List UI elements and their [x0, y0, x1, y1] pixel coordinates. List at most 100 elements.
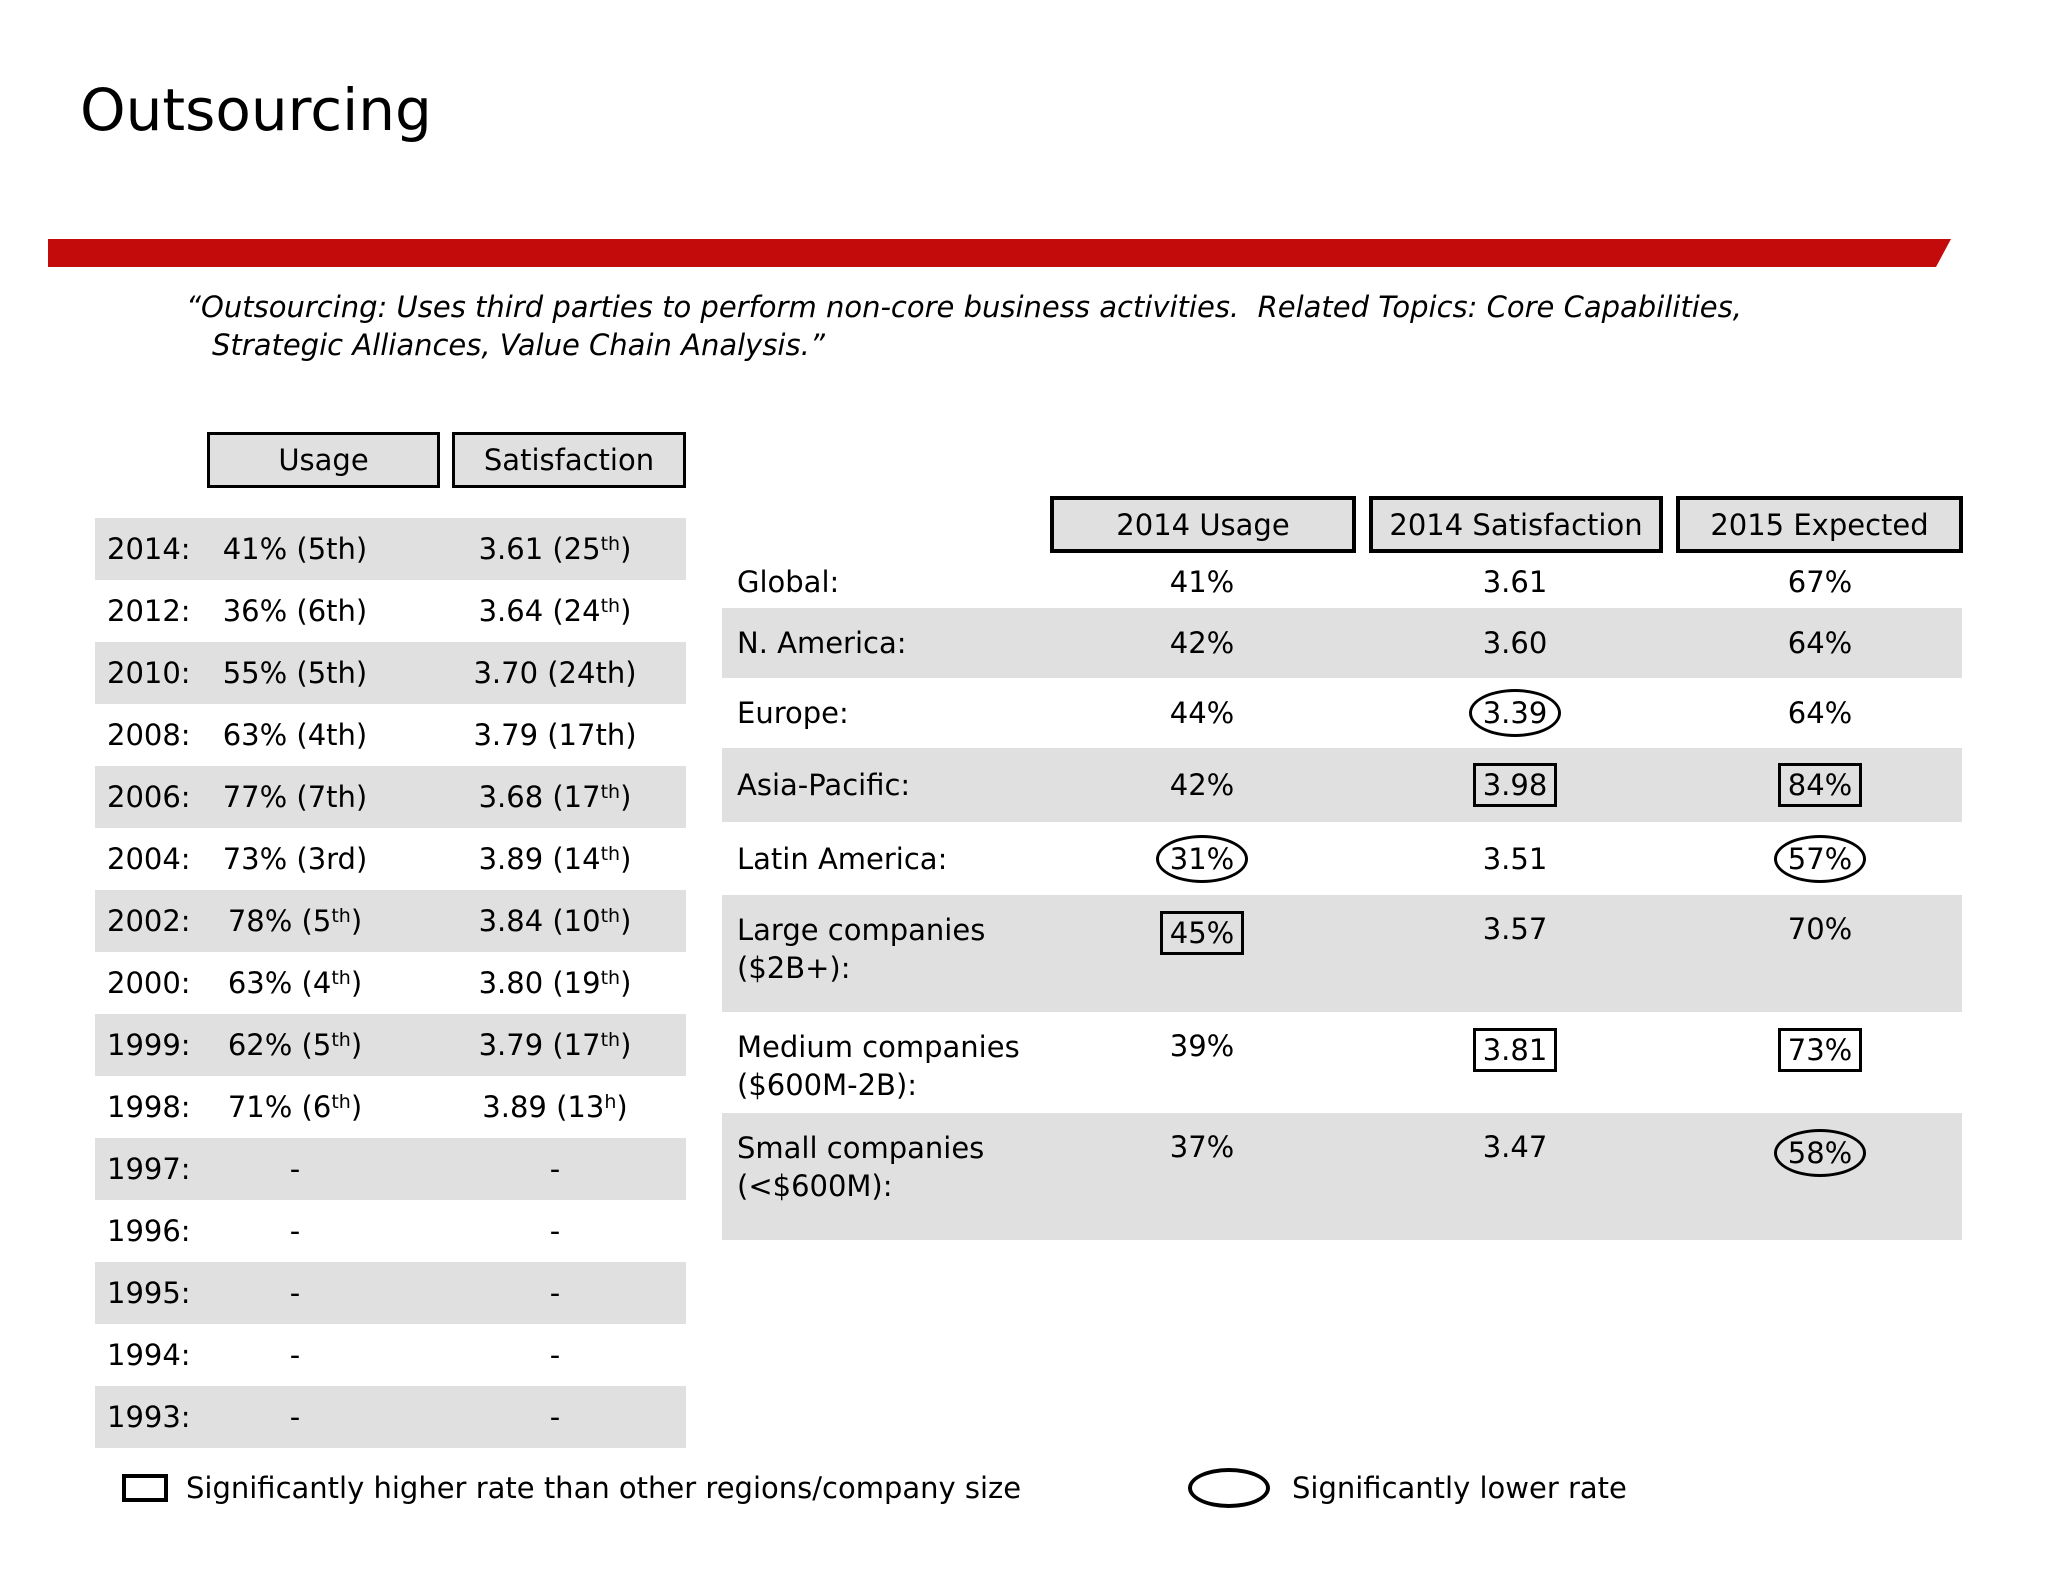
- history-year: 2000:: [107, 966, 191, 1000]
- text-segment: 3.70 (24th): [473, 656, 637, 690]
- regional-satisfaction-header: 2014 Satisfaction: [1369, 496, 1663, 553]
- history-satisfaction-header: Satisfaction: [452, 432, 686, 488]
- history-satisfaction-value: 3.68 (17th): [415, 766, 695, 828]
- history-usage-value: 77% (7th): [155, 766, 435, 828]
- text-segment: -: [549, 1214, 561, 1248]
- text-segment: ): [620, 594, 632, 628]
- region-label: Latin America:: [737, 840, 947, 878]
- history-usage-value: 55% (5th): [155, 642, 435, 704]
- satisfaction-value: 3.98: [1472, 763, 1558, 807]
- usage-value: 42%: [1169, 768, 1235, 802]
- superscript-segment: th: [600, 967, 621, 989]
- company-size-label-line2: (<$600M):: [737, 1169, 893, 1203]
- history-year: 2010:: [107, 656, 191, 690]
- usage-cell: 37%: [1052, 1129, 1352, 1165]
- region-label-line1: Latin America:: [737, 841, 948, 876]
- text-segment: -: [549, 1276, 561, 1310]
- regional-row-n-america: N. America: 42% 3.60 64%: [722, 608, 1962, 678]
- history-usage-header: Usage: [207, 432, 440, 488]
- text-segment: 41% (5th): [222, 532, 368, 566]
- definition-quote-line1: “Outsourcing: Uses third parties to perf…: [186, 290, 1742, 324]
- regional-row-medium-companies: Medium companies ($600M-2B): 39% 3.81 73…: [722, 1012, 1962, 1113]
- usage-cell: 45%: [1052, 911, 1352, 955]
- page-title: Outsourcing: [80, 76, 432, 144]
- expected-cell: 58%: [1670, 1129, 1970, 1177]
- history-year: 2002:: [107, 904, 191, 938]
- text-segment: 77% (7th): [222, 780, 368, 814]
- region-label-line1: N. America:: [737, 626, 907, 660]
- company-size-label-line2: ($600M-2B):: [737, 1068, 918, 1102]
- history-usage-value: -: [155, 1138, 435, 1200]
- regional-expected-header: 2015 Expected: [1676, 496, 1963, 553]
- region-label-line1: Asia-Pacific:: [737, 768, 911, 802]
- expected-value: 58%: [1773, 1129, 1867, 1177]
- history-row-1995: 1995: - -: [95, 1262, 686, 1324]
- text-segment: -: [549, 1400, 561, 1434]
- text-segment: -: [289, 1338, 301, 1372]
- region-label: N. America:: [737, 624, 907, 662]
- text-segment: ): [620, 1028, 632, 1062]
- satisfaction-value: 3.60: [1482, 626, 1548, 660]
- superscript-segment: th: [331, 905, 351, 927]
- text-segment: -: [549, 1152, 561, 1186]
- text-segment: ): [350, 904, 363, 938]
- region-label: Asia-Pacific:: [737, 766, 910, 804]
- text-segment: -: [289, 1400, 301, 1434]
- satisfaction-cell: 3.60: [1365, 625, 1665, 661]
- usage-value: 39%: [1169, 1029, 1235, 1063]
- expected-value: 67%: [1787, 564, 1853, 599]
- history-row-2010: 2010: 55% (5th) 3.70 (24th): [95, 642, 686, 704]
- superscript-segment: th: [600, 595, 621, 617]
- history-usage-value: 62% (5th): [155, 1014, 435, 1076]
- text-segment: 3.68 (17: [478, 780, 601, 814]
- history-usage-value: -: [155, 1324, 435, 1386]
- regional-row-large-companies: Large companies ($2B+): 45% 3.57 70%: [722, 895, 1962, 1012]
- history-year: 1999:: [107, 1028, 191, 1062]
- expected-cell: 64%: [1670, 625, 1970, 661]
- satisfaction-cell: 3.98: [1365, 763, 1665, 807]
- company-size-label-line1: Small companies: [737, 1131, 985, 1165]
- usage-value: 31%: [1155, 834, 1249, 883]
- history-usage-value: 73% (3rd): [155, 828, 435, 890]
- history-usage-value: -: [155, 1386, 435, 1448]
- expected-cell: 84%: [1670, 763, 1970, 807]
- text-segment: -: [549, 1338, 561, 1372]
- usage-value: 41%: [1169, 564, 1235, 599]
- superscript-segment: th: [600, 905, 621, 927]
- superscript-segment: th: [331, 1091, 351, 1113]
- usage-value: 45%: [1159, 911, 1245, 955]
- history-row-1996: 1996: - -: [95, 1200, 686, 1262]
- usage-cell: 44%: [1052, 695, 1352, 731]
- expected-cell: 73%: [1670, 1028, 1970, 1072]
- text-segment: -: [289, 1276, 301, 1310]
- history-row-1997: 1997: - -: [95, 1138, 686, 1200]
- expected-value: 73%: [1777, 1028, 1863, 1072]
- superscript-segment: th: [600, 781, 621, 803]
- expected-value: 64%: [1787, 696, 1853, 730]
- satisfaction-value: 3.61: [1482, 564, 1548, 599]
- expected-cell: 64%: [1670, 695, 1970, 731]
- superscript-segment: th: [331, 967, 351, 989]
- history-usage-value: -: [155, 1200, 435, 1262]
- history-row-2008: 2008: 63% (4th) 3.79 (17th): [95, 704, 686, 766]
- text-segment: 3.84 (10: [478, 904, 601, 938]
- history-usage-value: 71% (6th): [155, 1076, 435, 1138]
- usage-value: 37%: [1169, 1130, 1235, 1164]
- company-size-label-line1: Large companies: [737, 913, 986, 947]
- legend-lower-label: Significantly lower rate: [1292, 1471, 1627, 1505]
- usage-value: 44%: [1169, 696, 1235, 730]
- history-usage-value: 36% (6th): [155, 580, 435, 642]
- text-segment: ): [350, 1028, 363, 1062]
- history-row-2006: 2006: 77% (7th) 3.68 (17th): [95, 766, 686, 828]
- satisfaction-value: 3.51: [1482, 841, 1548, 876]
- history-year: 1995:: [107, 1276, 191, 1310]
- history-satisfaction-value: -: [415, 1324, 695, 1386]
- history-usage-value: -: [155, 1262, 435, 1324]
- text-segment: 3.79 (17th): [473, 718, 637, 752]
- history-satisfaction-value: 3.64 (24th): [415, 580, 695, 642]
- text-segment: 3.79 (17: [478, 1028, 601, 1062]
- expected-cell: 67%: [1670, 564, 1970, 600]
- history-row-1993: 1993: - -: [95, 1386, 686, 1448]
- text-segment: 3.89 (13: [482, 1090, 605, 1124]
- history-year: 1996:: [107, 1214, 191, 1248]
